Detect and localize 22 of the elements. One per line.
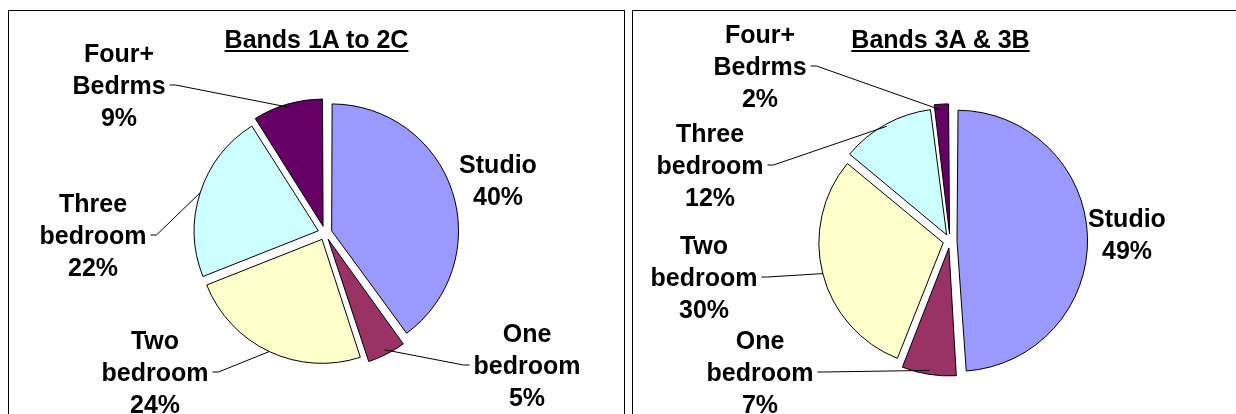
data-label: 9%	[100, 102, 138, 133]
chart-title: Bands 1A to 2C	[224, 25, 409, 53]
slice-label: Studio	[1087, 203, 1167, 234]
data-label: 24%	[129, 389, 181, 414]
data-label: 30%	[678, 294, 730, 325]
slice-label: Three bedroom	[655, 118, 765, 181]
data-label: 40%	[472, 181, 524, 212]
data-label: 7%	[741, 389, 779, 414]
slice-label: Four+ Bedrms	[71, 38, 167, 101]
slice-label: One bedroom	[705, 325, 815, 388]
chart-title: Bands 3A & 3B	[851, 25, 1030, 53]
data-label: 2%	[741, 83, 779, 114]
slice-label: One bedroom	[472, 318, 582, 381]
slice-label: Four+ Bedrms	[712, 19, 808, 82]
data-label: 49%	[1101, 235, 1153, 266]
data-label: 22%	[67, 252, 119, 283]
slice-label: Studio	[458, 149, 538, 180]
slice-label: Two bedroom	[649, 230, 759, 293]
slice-label: Three bedroom	[38, 188, 148, 251]
data-label: 12%	[684, 182, 736, 213]
data-label: 5%	[508, 382, 546, 413]
slice-label: Two bedroom	[100, 325, 210, 388]
